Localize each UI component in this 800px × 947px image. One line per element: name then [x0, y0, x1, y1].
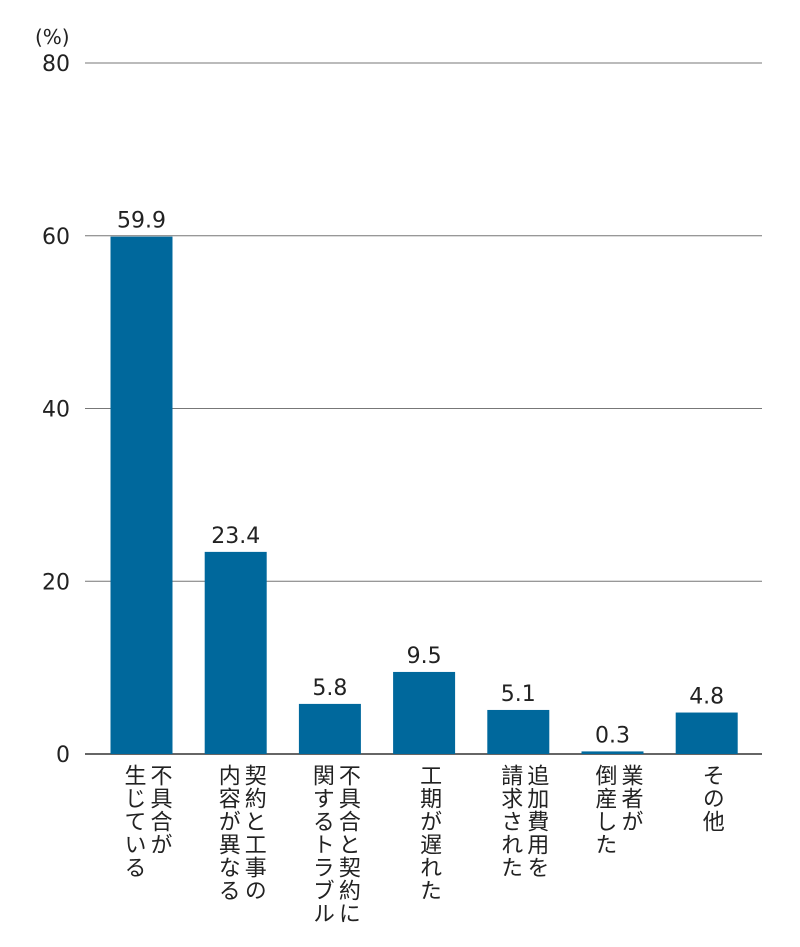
- value-label: 0.3: [595, 723, 630, 748]
- category-label-line: 工期が遅れた: [416, 764, 442, 902]
- bar: [393, 671, 456, 754]
- x-category-label: 不具合が 生じている: [120, 764, 172, 879]
- value-label: 4.8: [689, 685, 724, 710]
- category-label-line: 追加費用を: [523, 764, 549, 879]
- bar: [581, 751, 644, 754]
- y-tick-label: 0: [56, 743, 70, 768]
- category-label-line: 業者が: [617, 764, 643, 833]
- y-tick-label: 40: [42, 398, 70, 423]
- category-label-line: その他: [698, 764, 724, 833]
- bar: [298, 703, 361, 754]
- x-category-label: 不具合と契約に 関するトラブル: [308, 764, 360, 925]
- value-label: 23.4: [211, 524, 260, 549]
- y-tick-label: 20: [42, 570, 70, 595]
- category-label-line: 内容が異なる: [214, 764, 240, 902]
- x-category-label: 工期が遅れた: [415, 764, 441, 902]
- x-category-label: 契約と工事の 内容が異なる: [214, 764, 266, 902]
- category-label-line: 不具合が: [146, 764, 172, 856]
- value-label: 9.5: [407, 644, 442, 669]
- y-tick-label: 60: [42, 225, 70, 250]
- value-label: 5.8: [312, 676, 347, 701]
- y-unit-label: (%): [35, 25, 70, 49]
- x-category-label: その他: [698, 764, 724, 833]
- value-label: 59.9: [117, 209, 166, 234]
- value-label: 5.1: [501, 682, 536, 707]
- category-label-line: 契約と工事の: [240, 764, 266, 902]
- category-label-line: 不具合と契約に: [334, 764, 360, 925]
- bar: [110, 236, 173, 754]
- category-label-line: 請求された: [497, 764, 523, 879]
- y-tick-label: 80: [42, 52, 70, 77]
- x-category-label: 業者が 倒産した: [591, 764, 643, 856]
- bar: [675, 712, 738, 754]
- category-label-line: 生じている: [120, 764, 146, 879]
- category-label-line: 関するトラブル: [308, 764, 334, 925]
- x-category-label: 追加費用を 請求された: [496, 764, 548, 879]
- category-label-line: 倒産した: [591, 764, 617, 856]
- bar: [204, 551, 267, 754]
- bar: [487, 709, 550, 754]
